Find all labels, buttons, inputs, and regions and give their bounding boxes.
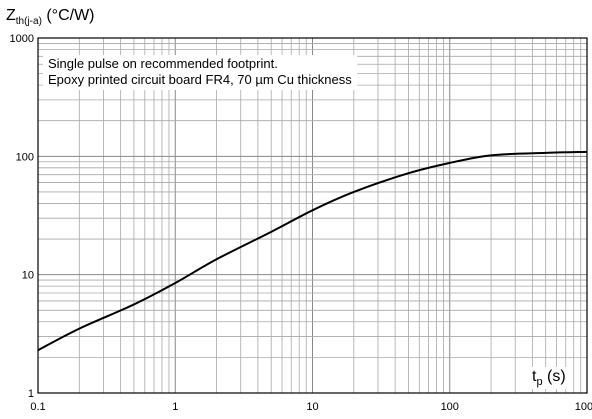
chart-grid bbox=[38, 38, 587, 393]
x-axis-label-unit: (s) bbox=[543, 368, 566, 385]
x-tick-label: 100 bbox=[441, 401, 459, 413]
y-tick-label: 100 bbox=[16, 151, 34, 163]
annotation-line-1: Single pulse on recommended footprint. bbox=[48, 56, 278, 71]
x-tick-label: 1000 bbox=[575, 401, 592, 413]
series-line bbox=[37, 150, 588, 352]
x-axis-label-text: tp (s) bbox=[532, 368, 566, 388]
y-axis-label-main: Z bbox=[6, 7, 16, 24]
y-tick-label: 1 bbox=[28, 388, 34, 400]
x-tick-label: 0.1 bbox=[30, 401, 45, 413]
y-tick-label: 1000 bbox=[10, 33, 34, 45]
x-tick-label: 1 bbox=[172, 401, 178, 413]
plot-frame bbox=[37, 37, 588, 394]
y-axis-label-sub: th(j-a) bbox=[16, 16, 42, 27]
x-axis-label-main: t bbox=[532, 368, 537, 385]
y-axis-label-unit: (°C/W) bbox=[42, 7, 95, 24]
y-axis-label: Zth(j-a) (°C/W) bbox=[4, 6, 97, 28]
y-tick-label: 10 bbox=[22, 270, 34, 282]
x-tick-label: 10 bbox=[306, 401, 318, 413]
y-axis-label-text: Zth(j-a) (°C/W) bbox=[6, 7, 95, 27]
tick-labels: 0.111010010001101001000 bbox=[10, 33, 592, 413]
annotation-background bbox=[43, 55, 358, 90]
series-group bbox=[37, 150, 588, 352]
x-axis-label: tp (s) bbox=[529, 367, 569, 389]
x-axis-label-background bbox=[529, 367, 569, 389]
y-axis-label-background bbox=[4, 6, 97, 28]
annotation-box: Single pulse on recommended footprint. E… bbox=[43, 55, 358, 90]
x-axis-label-sub: p bbox=[536, 376, 542, 388]
annotation-line-2: Epoxy printed circuit board FR4, 70 µm C… bbox=[48, 72, 352, 87]
